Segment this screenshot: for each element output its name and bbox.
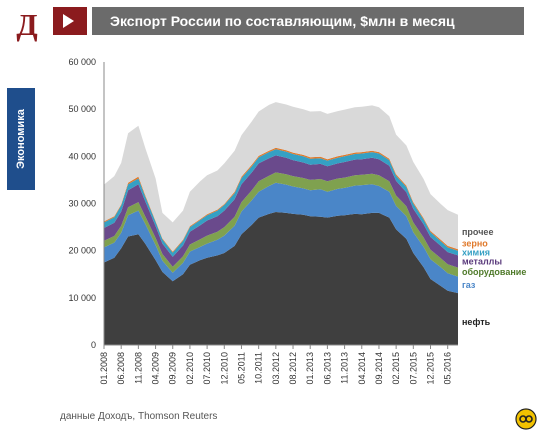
- y-axis-ticks: 0 10 000 20 000 30 000 40 000 50 000 60 000: [68, 57, 96, 350]
- x-tick-label: 01.2008: [99, 352, 109, 385]
- x-tick-label: 09.2009: [168, 352, 178, 385]
- x-tick-label: 12.2010: [219, 352, 229, 385]
- x-tick-label: 08.2012: [288, 352, 298, 385]
- x-axis-ticks: 01.2008 06.2008 11.2008 04.2009 09.2009 02.20…: [99, 345, 453, 385]
- area-прочее: [104, 102, 458, 252]
- y-tick-label: 10 000: [68, 293, 96, 303]
- y-tick-label: 50 000: [68, 104, 96, 114]
- x-tick-label: 10.2011: [254, 352, 264, 384]
- x-tick-label: 09.2014: [374, 352, 384, 385]
- legend-label-химия: химия: [462, 248, 490, 258]
- area-нефть: [104, 212, 458, 345]
- legend-label-газ: газ: [462, 280, 476, 290]
- y-tick-label: 30 000: [68, 199, 96, 209]
- x-tick-label: 06.2008: [116, 352, 126, 385]
- x-tick-label: 04.2009: [151, 352, 161, 385]
- x-tick-label: 07.2015: [408, 352, 418, 385]
- logo-arrow-box: [53, 7, 87, 35]
- title-bar: Экспорт России по составляющим, $млн в м…: [92, 7, 524, 35]
- x-tick-label: 07.2010: [202, 352, 212, 385]
- logo-letter: Д: [16, 7, 38, 42]
- x-tick-label: 02.2010: [185, 352, 195, 385]
- legend-label-прочее: прочее: [462, 227, 493, 237]
- x-tick-label: 06.2013: [322, 352, 332, 385]
- arrow-right-icon: [63, 14, 74, 28]
- y-tick-label: 20 000: [68, 246, 96, 256]
- x-tick-label: 05.2016: [443, 352, 453, 385]
- area-series-group: [104, 102, 458, 345]
- brand-logo-icon: [515, 408, 537, 430]
- x-tick-label: 02.2015: [391, 352, 401, 385]
- y-tick-label: 0: [91, 340, 96, 350]
- x-tick-label: 12.2015: [426, 352, 436, 385]
- x-tick-label: 03.2012: [271, 352, 281, 385]
- y-tick-label: 40 000: [68, 151, 96, 161]
- source-note: данные Доходъ, Thomson Reuters: [60, 411, 218, 422]
- x-tick-label: 11.2013: [340, 352, 350, 384]
- x-tick-label: 05.2011: [237, 352, 247, 384]
- legend-label-нефть: нефть: [462, 317, 491, 327]
- area-химия: [104, 149, 458, 257]
- x-tick-label: 04.2014: [357, 352, 367, 385]
- area-газ: [104, 182, 458, 294]
- page-title: Экспорт России по составляющим, $млн в м…: [110, 13, 455, 29]
- x-tick-label: 01.2013: [305, 352, 315, 385]
- y-tick-label: 60 000: [68, 57, 96, 67]
- legend-label-металлы: металлы: [462, 257, 502, 267]
- x-tick-label: 11.2008: [133, 352, 143, 384]
- legend-label-зерно: зерно: [462, 239, 488, 249]
- section-tab[interactable]: Экономика: [7, 88, 35, 190]
- legend-label-оборудование: оборудование: [462, 267, 526, 277]
- area-металлы: [104, 155, 458, 268]
